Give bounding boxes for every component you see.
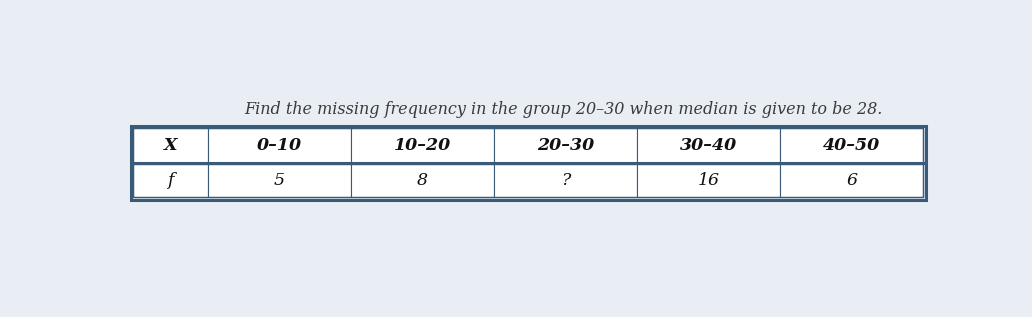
Text: 5: 5 (275, 171, 285, 189)
Text: 30–40: 30–40 (680, 137, 738, 154)
Text: 20–30: 20–30 (537, 137, 594, 154)
Text: 10–20: 10–20 (394, 137, 451, 154)
Text: 8: 8 (417, 171, 428, 189)
Bar (637, 128, 780, 163)
Text: 0–10: 0–10 (257, 137, 302, 154)
Bar (208, 128, 351, 163)
Text: 40–50: 40–50 (824, 137, 880, 154)
Bar (494, 128, 637, 163)
Bar (780, 163, 924, 197)
Text: X: X (164, 137, 178, 154)
Text: 6: 6 (846, 171, 858, 189)
Bar (133, 128, 208, 163)
Bar (351, 128, 494, 163)
Bar (208, 163, 351, 197)
Bar (780, 128, 924, 163)
Bar (351, 163, 494, 197)
Bar (133, 163, 208, 197)
Bar (131, 126, 926, 200)
Bar (133, 128, 924, 197)
Text: ?: ? (561, 171, 571, 189)
Text: f: f (167, 171, 173, 189)
Bar (494, 163, 637, 197)
Text: Find the missing frequency in the group 20–30 when median is given to be 28.: Find the missing frequency in the group … (244, 101, 882, 118)
Bar (637, 163, 780, 197)
Text: 16: 16 (698, 171, 719, 189)
